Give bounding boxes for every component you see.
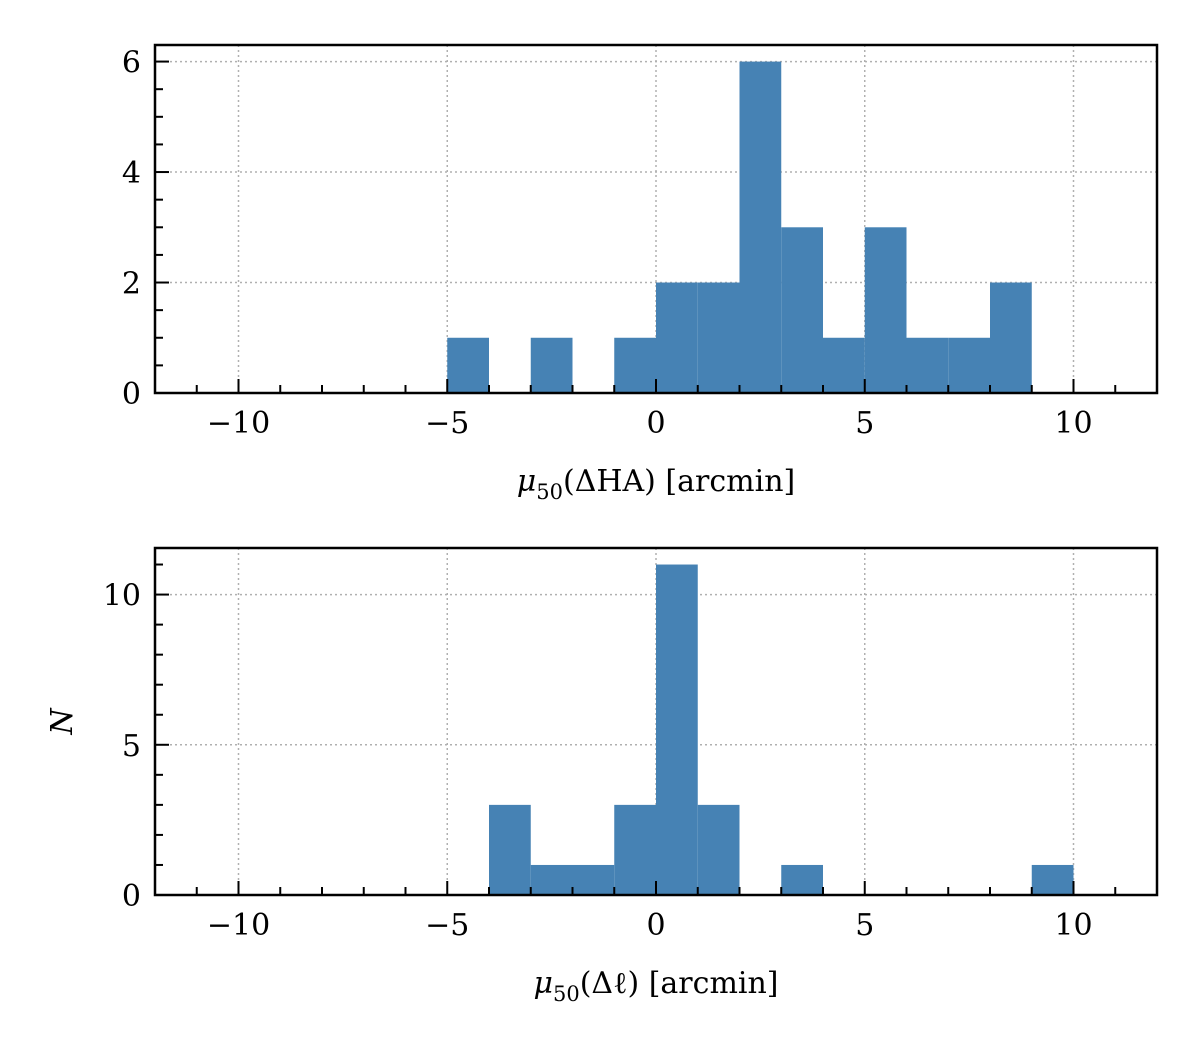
- histogram-bar: [781, 227, 823, 393]
- x-axis-label-argument: (Δℓ): [580, 966, 639, 1001]
- x-axis-label: μ50(ΔHA) [arcmin]: [517, 464, 795, 504]
- x-tick-label: −5: [425, 908, 469, 943]
- histogram-bar: [447, 337, 489, 393]
- histogram-bar: [823, 337, 865, 393]
- y-tick-label: 0: [122, 879, 141, 914]
- histogram-bar: [948, 337, 990, 393]
- histogram-bar: [697, 804, 740, 895]
- x-tick-label: −10: [207, 908, 270, 943]
- x-tick-label: 10: [1054, 406, 1092, 441]
- x-tick-label: −5: [425, 406, 469, 441]
- x-tick-label: −10: [207, 406, 270, 441]
- x-axis-label-subscript: 50: [553, 982, 580, 1006]
- histogram-bar: [697, 282, 740, 393]
- x-tick-label: 0: [646, 406, 665, 441]
- x-axis-label-symbol: μ: [533, 966, 553, 1001]
- x-tick-label: 0: [646, 908, 665, 943]
- histogram-bar: [864, 227, 907, 393]
- y-tick-label: 2: [122, 267, 141, 302]
- histogram-bar: [530, 864, 573, 895]
- x-axis-label-unit: [arcmin]: [639, 966, 778, 1001]
- x-axis-label: μ50(Δℓ) [arcmin]: [533, 966, 778, 1006]
- histogram-bar: [656, 282, 698, 393]
- histogram-bar: [489, 804, 531, 895]
- histogram-bar: [781, 864, 823, 895]
- x-axis-label-symbol: μ: [517, 464, 537, 499]
- histogram-bar: [614, 804, 656, 895]
- histogram-bar: [906, 337, 949, 393]
- y-tick-label: 6: [122, 46, 141, 81]
- bottom-histogram-panel: −10 −5 0 5 10 0 5 10 μ50(Δℓ) [arcmin] N: [45, 546, 1159, 1006]
- y-tick-label: 10: [103, 579, 141, 614]
- histogram-bar: [1031, 864, 1074, 895]
- histogram-bar: [614, 337, 656, 393]
- x-tick-label: 10: [1054, 908, 1092, 943]
- x-tick-label: 5: [855, 908, 874, 943]
- histogram-bar: [530, 337, 573, 393]
- histogram-bar: [572, 864, 615, 895]
- y-axis-label: N: [45, 707, 80, 736]
- histogram-bar: [656, 564, 698, 895]
- histogram-bar: [739, 61, 782, 393]
- y-tick-label: 4: [122, 156, 141, 191]
- histogram-bar: [990, 282, 1032, 393]
- y-tick-label: 5: [122, 729, 141, 764]
- y-tick-label: 0: [122, 377, 141, 412]
- x-axis-label-subscript: 50: [536, 480, 563, 504]
- top-histogram-panel: −10 −5 0 5 10 0 2 4 6 μ50(ΔHA) [arcmin]: [122, 43, 1159, 504]
- x-axis-label-argument: (ΔHA): [563, 464, 656, 499]
- x-tick-label: 5: [855, 406, 874, 441]
- x-axis-label-unit: [arcmin]: [656, 464, 795, 499]
